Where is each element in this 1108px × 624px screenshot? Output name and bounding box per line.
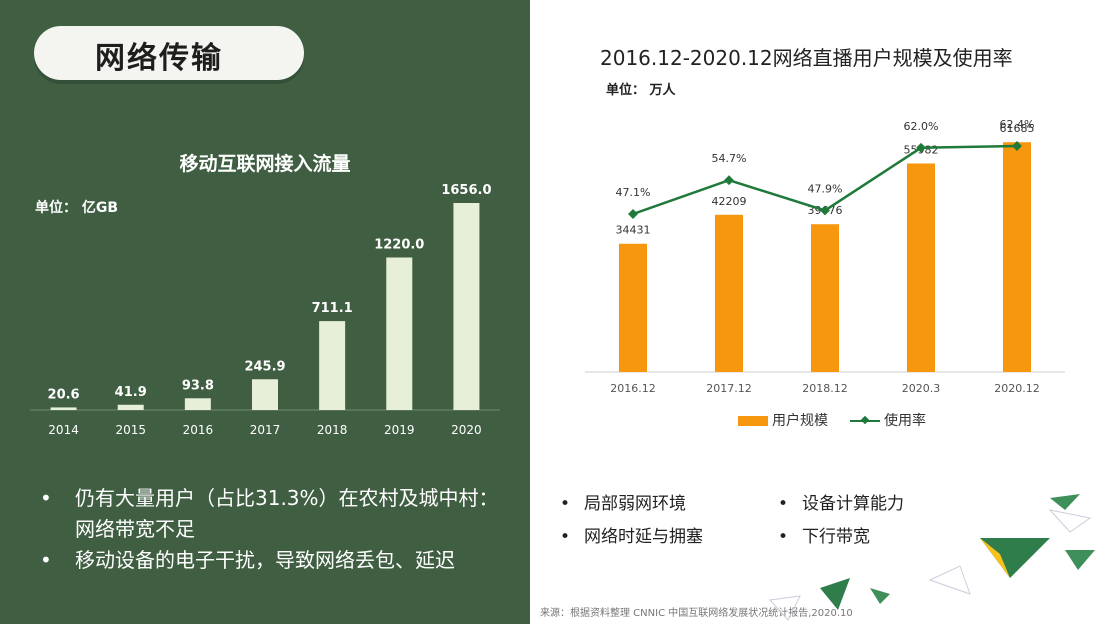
tick-label: 2015 [115,423,146,437]
title-pill [34,26,304,80]
factor-text: 局部弱网环境 [584,494,687,514]
triangle-decor [1048,509,1092,533]
line-point [820,205,830,216]
tick-label: 2020.12 [994,382,1040,395]
data-label: 34431 [616,224,651,237]
tick-label: 2020 [451,423,482,437]
tick-label: 2018.12 [802,382,848,395]
tick-label: 2020.3 [902,382,941,395]
tick-label: 2017 [250,423,281,437]
triangle-decor [768,595,801,621]
bullet-item: • 仍有大量用户（占比31.3%）在农村及城中村：网络带宽不足 [40,483,510,545]
tick-label: 2018 [317,423,348,437]
line-point [724,175,734,186]
triangle-decor [928,565,971,595]
bullet-text: 仍有大量用户（占比31.3%）在农村及城中村：网络带宽不足 [75,486,499,541]
bar [453,203,480,410]
line-point [628,209,638,219]
bullet-dot: • [40,486,52,510]
line-label: 62.0% [904,120,939,133]
left-bullets: • 仍有大量用户（占比31.3%）在农村及城中村：网络带宽不足 • 移动设备的电… [40,483,510,576]
line-label: 54.7% [712,152,747,165]
factor-item: • 网络时延与拥塞 [560,522,703,547]
legend-bar-label: 用户规模 [772,413,828,429]
legend-bar-swatch [738,416,768,426]
legend-line-label: 使用率 [884,413,926,429]
livestream-combo-chart: 344312016.12422092017.12396762018.125598… [585,118,1065,395]
data-label: 93.8 [182,378,214,393]
bar [907,163,935,372]
bar [319,321,346,410]
line-point [916,142,926,153]
triangle-decor [1050,494,1080,510]
triangle-decor [980,538,1010,578]
source-note: 来源：根据资料整理 CNNIC 中国互联网络发展状况统计报告,2020.10 [540,608,853,619]
traffic-bar-chart: 20.6 2014 41.9 2015 93.8 2016 245.9 2017 711.1 20… [30,183,500,437]
legend-line-swatch [850,420,880,422]
tick-label: 2019 [384,423,415,437]
factor-text: 下行带宽 [802,527,871,547]
tick-label: 2014 [48,423,79,437]
data-label: 61685 [1000,122,1035,135]
line-label: 47.1% [616,186,651,199]
data-label: 41.9 [115,385,147,400]
bullet-item: • 移动设备的电子干扰，导致网络丢包、延迟 [40,545,510,576]
triangle-decor [820,578,850,610]
data-label: 245.9 [244,359,285,374]
factor-dot: • [560,527,571,547]
chart-legend: 用户规模 使用率 [738,410,926,430]
bar [252,379,278,410]
factor-dot: • [778,527,789,547]
triangle-decor [980,538,1050,578]
bar [811,224,839,372]
slide-title: 网络传输 [95,41,223,76]
line-point [1012,141,1022,151]
line-label: 62.4% [1000,118,1035,131]
bar [1003,142,1031,372]
bar [386,257,413,410]
bullet-dot: • [40,548,52,572]
bar [117,404,144,410]
factor-item: • 局部弱网环境 [560,489,686,514]
bar [619,243,647,372]
tick-label: 2016.12 [610,382,656,395]
tick-label: 2016 [183,423,214,437]
right-chart-unit: 单位： 万人 [606,83,676,98]
left-panel [0,0,530,624]
data-label: 1656.0 [441,183,491,198]
data-label: 1220.0 [374,238,424,253]
right-chart-title: 2016.12-2020.12网络直播用户规模及使用率 [600,46,1013,70]
factor-item: • 下行带宽 [778,522,870,547]
bar [184,398,211,410]
factor-item: • 设备计算能力 [778,489,904,514]
factor-text: 设备计算能力 [802,494,905,514]
tick-label: 2017.12 [706,382,752,395]
line-label: 47.9% [808,182,843,195]
left-chart-unit: 单位： 亿GB [35,200,119,216]
data-label: 42209 [712,195,747,208]
bar [50,407,77,410]
factor-text: 网络时延与拥塞 [584,527,704,547]
data-label: 711.1 [312,301,353,316]
triangle-decor [1065,550,1095,570]
bullet-text: 移动设备的电子干扰，导致网络丢包、延迟 [75,548,455,572]
factor-dot: • [560,494,571,514]
left-chart-title: 移动互联网接入流量 [179,153,351,175]
triangle-decor [870,588,890,604]
factor-dot: • [778,494,789,514]
decorative-triangles [768,494,1095,621]
data-label: 20.6 [48,387,80,402]
bar [715,214,743,372]
